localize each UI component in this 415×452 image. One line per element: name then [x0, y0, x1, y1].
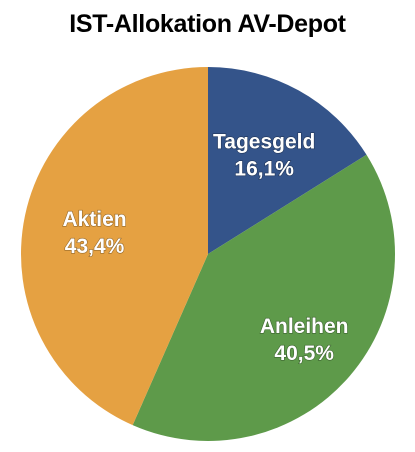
slice-value-aktien: 43,4%	[65, 235, 125, 258]
chart-title: IST-Allokation AV-Depot	[69, 10, 346, 38]
pie-slices	[20, 67, 396, 441]
slice-label-aktien: Aktien	[62, 208, 126, 231]
pie-labels: Tagesgeld 16,1% Anleihen 40,5% Aktien 43,4%	[62, 130, 349, 366]
slice-label-anleihen: Anleihen	[260, 315, 349, 338]
slice-value-tagesgeld: 16,1%	[234, 158, 294, 181]
slice-label-tagesgeld: Tagesgeld	[213, 131, 315, 154]
pie-slice-anleihen	[132, 154, 396, 441]
pie-slice-tagesgeld	[208, 67, 367, 254]
pie-slice-aktien	[20, 67, 208, 426]
slice-value-anleihen: 40,5%	[274, 342, 334, 365]
